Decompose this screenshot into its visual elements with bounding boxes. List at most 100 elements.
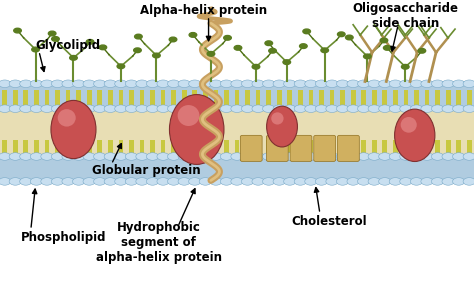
Circle shape	[0, 153, 11, 160]
FancyBboxPatch shape	[414, 90, 419, 108]
Circle shape	[453, 80, 465, 88]
FancyBboxPatch shape	[287, 90, 292, 108]
Circle shape	[379, 178, 391, 185]
Circle shape	[241, 178, 254, 185]
Circle shape	[146, 178, 159, 185]
Text: Oligosaccharide
side chain: Oligosaccharide side chain	[352, 2, 458, 30]
FancyBboxPatch shape	[319, 140, 324, 156]
Circle shape	[199, 105, 211, 112]
Circle shape	[14, 28, 21, 33]
FancyBboxPatch shape	[266, 90, 271, 108]
Circle shape	[410, 153, 423, 160]
FancyBboxPatch shape	[224, 90, 229, 108]
Ellipse shape	[178, 105, 200, 126]
Text: Alpha-helix protein: Alpha-helix protein	[140, 4, 267, 17]
Circle shape	[48, 31, 56, 36]
FancyBboxPatch shape	[2, 140, 7, 156]
Circle shape	[368, 178, 381, 185]
FancyBboxPatch shape	[266, 140, 271, 156]
Circle shape	[368, 153, 381, 160]
FancyBboxPatch shape	[340, 140, 345, 156]
Circle shape	[51, 105, 64, 112]
Circle shape	[283, 60, 291, 64]
Circle shape	[326, 105, 338, 112]
Circle shape	[157, 178, 169, 185]
Circle shape	[294, 153, 307, 160]
Circle shape	[20, 80, 32, 88]
Circle shape	[321, 48, 328, 53]
FancyBboxPatch shape	[393, 90, 398, 108]
Circle shape	[241, 105, 254, 112]
Circle shape	[136, 80, 148, 88]
Circle shape	[62, 153, 74, 160]
Circle shape	[104, 80, 117, 88]
Circle shape	[364, 54, 371, 59]
FancyBboxPatch shape	[467, 140, 472, 156]
Circle shape	[326, 153, 338, 160]
Circle shape	[442, 178, 454, 185]
Circle shape	[357, 105, 370, 112]
FancyBboxPatch shape	[87, 90, 91, 108]
FancyBboxPatch shape	[24, 90, 28, 108]
Circle shape	[0, 178, 11, 185]
Circle shape	[294, 80, 307, 88]
FancyBboxPatch shape	[290, 135, 312, 162]
Text: Phospholipid: Phospholipid	[21, 231, 107, 244]
Circle shape	[410, 178, 423, 185]
Circle shape	[99, 45, 107, 50]
FancyBboxPatch shape	[256, 140, 261, 156]
Circle shape	[463, 80, 474, 88]
Circle shape	[283, 80, 296, 88]
FancyBboxPatch shape	[235, 140, 239, 156]
Circle shape	[220, 178, 233, 185]
FancyBboxPatch shape	[182, 140, 187, 156]
Circle shape	[51, 178, 64, 185]
FancyBboxPatch shape	[34, 90, 39, 108]
Circle shape	[220, 153, 233, 160]
Circle shape	[189, 105, 201, 112]
Circle shape	[93, 80, 106, 88]
Circle shape	[224, 36, 231, 40]
FancyBboxPatch shape	[235, 90, 239, 108]
Circle shape	[83, 178, 95, 185]
Circle shape	[30, 80, 43, 88]
Circle shape	[210, 105, 222, 112]
Circle shape	[389, 178, 401, 185]
Circle shape	[305, 153, 317, 160]
FancyBboxPatch shape	[361, 90, 366, 108]
Circle shape	[431, 153, 444, 160]
FancyBboxPatch shape	[76, 140, 81, 156]
Circle shape	[157, 80, 169, 88]
Circle shape	[421, 105, 433, 112]
Circle shape	[115, 153, 127, 160]
FancyBboxPatch shape	[213, 140, 218, 156]
Circle shape	[421, 178, 433, 185]
Circle shape	[83, 80, 95, 88]
Text: Cholesterol: Cholesterol	[292, 215, 367, 228]
Circle shape	[167, 178, 180, 185]
Circle shape	[265, 41, 273, 45]
FancyBboxPatch shape	[340, 90, 345, 108]
Circle shape	[400, 153, 412, 160]
Circle shape	[383, 46, 391, 50]
FancyBboxPatch shape	[13, 90, 18, 108]
Circle shape	[379, 153, 391, 160]
FancyBboxPatch shape	[192, 140, 197, 156]
Circle shape	[0, 105, 11, 112]
Circle shape	[189, 153, 201, 160]
FancyBboxPatch shape	[277, 140, 282, 156]
FancyBboxPatch shape	[266, 135, 288, 162]
Circle shape	[146, 153, 159, 160]
FancyBboxPatch shape	[203, 140, 208, 156]
FancyBboxPatch shape	[150, 90, 155, 108]
FancyBboxPatch shape	[0, 154, 474, 183]
Circle shape	[273, 178, 285, 185]
FancyBboxPatch shape	[55, 140, 60, 156]
FancyBboxPatch shape	[203, 90, 208, 108]
Ellipse shape	[401, 117, 417, 133]
Circle shape	[241, 153, 254, 160]
Circle shape	[199, 153, 211, 160]
Circle shape	[41, 178, 53, 185]
Circle shape	[357, 178, 370, 185]
Circle shape	[315, 178, 328, 185]
